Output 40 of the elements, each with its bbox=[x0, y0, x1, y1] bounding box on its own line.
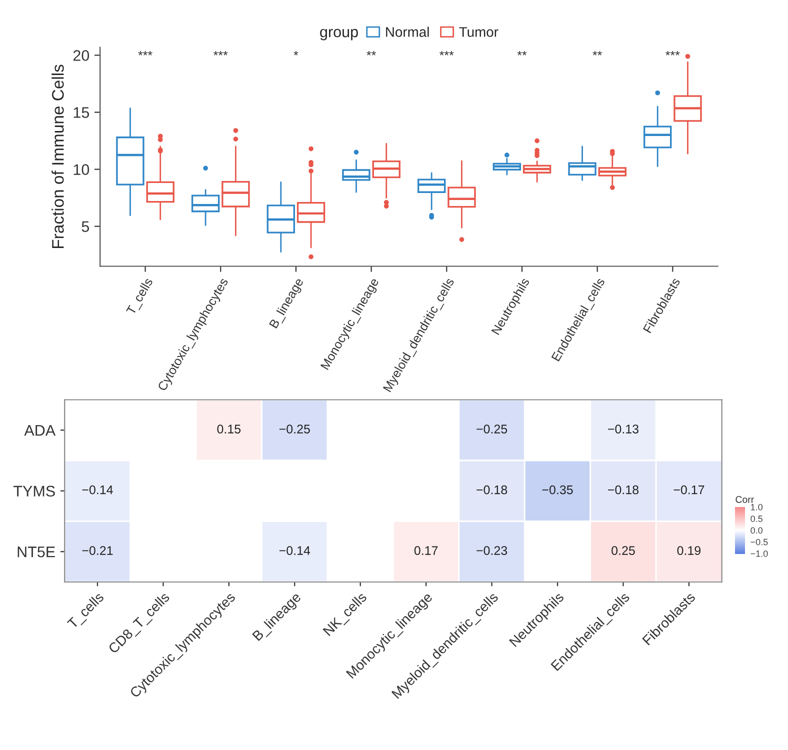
color-bar-title: Corr bbox=[736, 496, 754, 503]
y-tick-label: 10 bbox=[74, 164, 90, 175]
y-tick-label: 5 bbox=[82, 221, 90, 232]
data-label: 0.19 bbox=[677, 546, 701, 555]
data-label: 0.17 bbox=[414, 546, 438, 555]
y-tick-label: TYMS bbox=[13, 486, 55, 497]
data-label: −0.23 bbox=[476, 546, 508, 555]
data-label: −0.14 bbox=[279, 546, 310, 555]
y-tick-label: NT5E bbox=[18, 546, 55, 558]
data-label: −0.18 bbox=[608, 485, 638, 494]
color-bar-label: 0.0 bbox=[750, 527, 763, 534]
annotation: *** bbox=[214, 50, 228, 56]
legend-label: Tumor bbox=[459, 27, 498, 37]
data-label: −0.25 bbox=[476, 424, 508, 434]
data-label: −0.17 bbox=[674, 485, 704, 494]
data-label: 0.15 bbox=[217, 424, 241, 434]
y-tick-label: 15 bbox=[74, 107, 90, 118]
annotation: * bbox=[294, 50, 298, 56]
color-bar-label: −1.0 bbox=[750, 550, 768, 557]
color-bar-label: −0.5 bbox=[750, 538, 768, 546]
y-tick-label: 20 bbox=[73, 50, 90, 61]
data-label: −0.21 bbox=[82, 546, 113, 555]
data-label: −0.35 bbox=[542, 485, 573, 494]
data-label: −0.25 bbox=[279, 424, 310, 434]
y-tick-label: ADA bbox=[24, 425, 56, 436]
color-bar-label: 0.5 bbox=[750, 516, 762, 522]
annotation: ** bbox=[366, 50, 376, 56]
annotation: *** bbox=[138, 50, 152, 56]
annotation: *** bbox=[666, 50, 680, 56]
annotation: *** bbox=[440, 50, 454, 56]
data-label: 0.25 bbox=[612, 546, 635, 555]
color-bar-label: 1.0 bbox=[750, 504, 763, 510]
data-label: −0.18 bbox=[476, 485, 508, 494]
legend-title: group bbox=[320, 28, 358, 40]
data-label: −0.14 bbox=[82, 485, 113, 494]
data-label: −0.13 bbox=[608, 424, 638, 434]
legend-label: Normal bbox=[386, 26, 429, 37]
annotation: ** bbox=[517, 50, 527, 56]
y-axis-title: Fraction of Immune Cells bbox=[52, 64, 64, 248]
annotation: ** bbox=[592, 50, 602, 56]
